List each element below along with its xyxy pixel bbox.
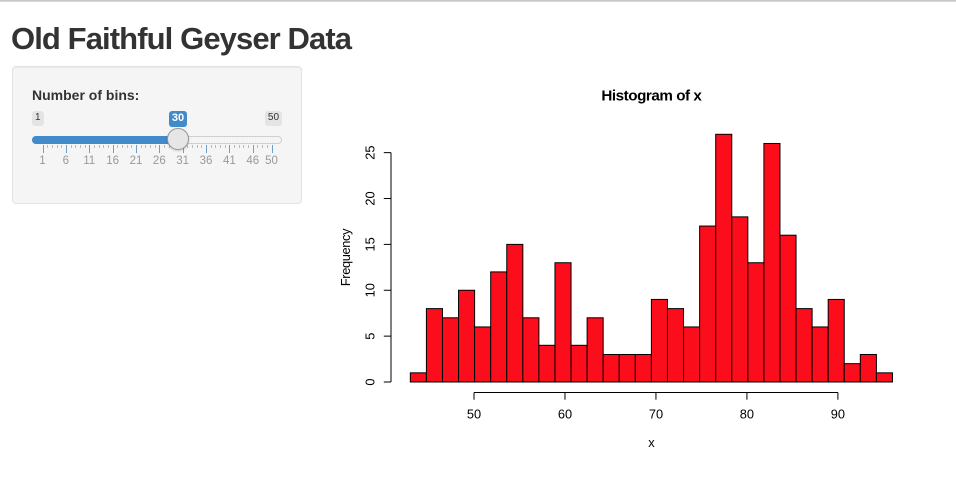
svg-text:70: 70 [649,407,663,422]
svg-text:0: 0 [363,378,378,385]
svg-text:50: 50 [467,407,481,422]
svg-text:10: 10 [363,283,378,297]
svg-text:Frequency: Frequency [338,228,353,286]
svg-text:5: 5 [363,333,378,340]
svg-text:15: 15 [363,237,378,251]
svg-text:20: 20 [363,191,378,205]
svg-text:x: x [648,435,655,450]
svg-text:60: 60 [558,407,572,422]
svg-text:80: 80 [740,407,754,422]
svg-text:90: 90 [831,407,845,422]
svg-text:25: 25 [363,146,378,160]
svg-text:Histogram of x: Histogram of x [601,87,702,104]
